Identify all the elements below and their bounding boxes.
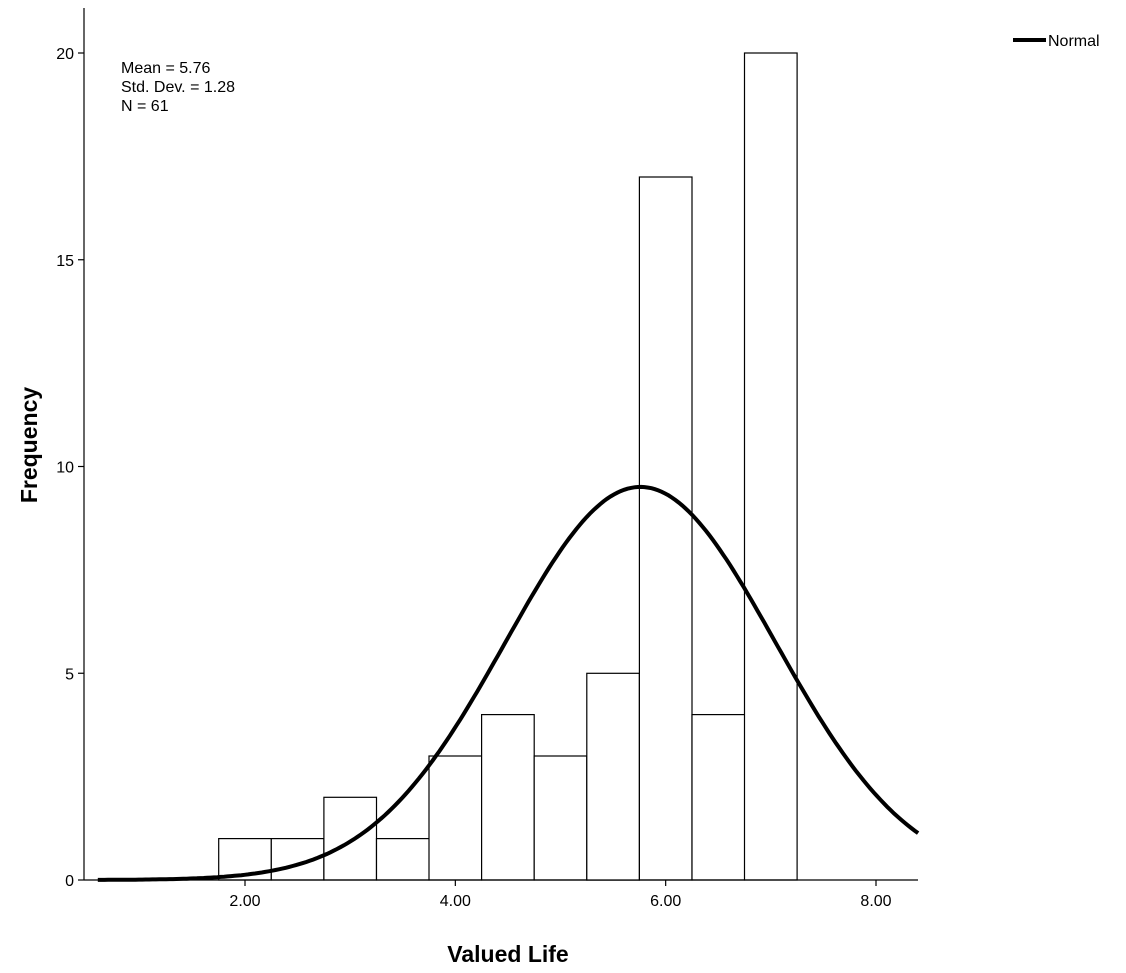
y-tick-label-2: 10 xyxy=(56,460,74,477)
x-axis-title: Valued Life xyxy=(447,941,568,967)
histogram-bar-5 xyxy=(481,713,535,881)
histogram-bar-7 xyxy=(586,672,640,881)
histogram-bar-4 xyxy=(428,755,483,881)
x-ticks-layer: 2.00 4.00 6.00 8.00 xyxy=(229,880,892,910)
bars-layer xyxy=(218,52,798,881)
histogram-bar-2 xyxy=(323,796,378,881)
x-tick-label-2: 6.00 xyxy=(650,893,681,910)
x-tick-label-1: 4.00 xyxy=(440,893,471,910)
legend: Normal xyxy=(1013,33,1100,50)
histogram-bar-6 xyxy=(533,755,588,881)
stat-std-dev: Std. Dev. = 1.28 xyxy=(121,79,235,96)
y-tick-label-4: 20 xyxy=(56,46,74,63)
y-axis-title: Frequency xyxy=(16,387,42,504)
legend-normal-label: Normal xyxy=(1048,33,1100,50)
x-tick-label-3: 8.00 xyxy=(860,893,891,910)
histogram-bar-9 xyxy=(691,713,746,881)
y-tick-label-1: 5 xyxy=(65,666,74,683)
stat-n: N = 61 xyxy=(121,98,169,115)
y-ticks-layer: 0 5 10 15 20 xyxy=(56,46,84,890)
stat-mean: Mean = 5.76 xyxy=(121,60,211,77)
histogram-bar-3 xyxy=(375,837,430,881)
x-tick-label-0: 2.00 xyxy=(229,893,260,910)
histogram-bar-8 xyxy=(638,176,693,881)
histogram-bar-10 xyxy=(743,52,798,881)
y-tick-label-0: 0 xyxy=(65,873,74,890)
normal-curve-line xyxy=(97,484,920,882)
y-tick-label-3: 15 xyxy=(56,253,74,270)
